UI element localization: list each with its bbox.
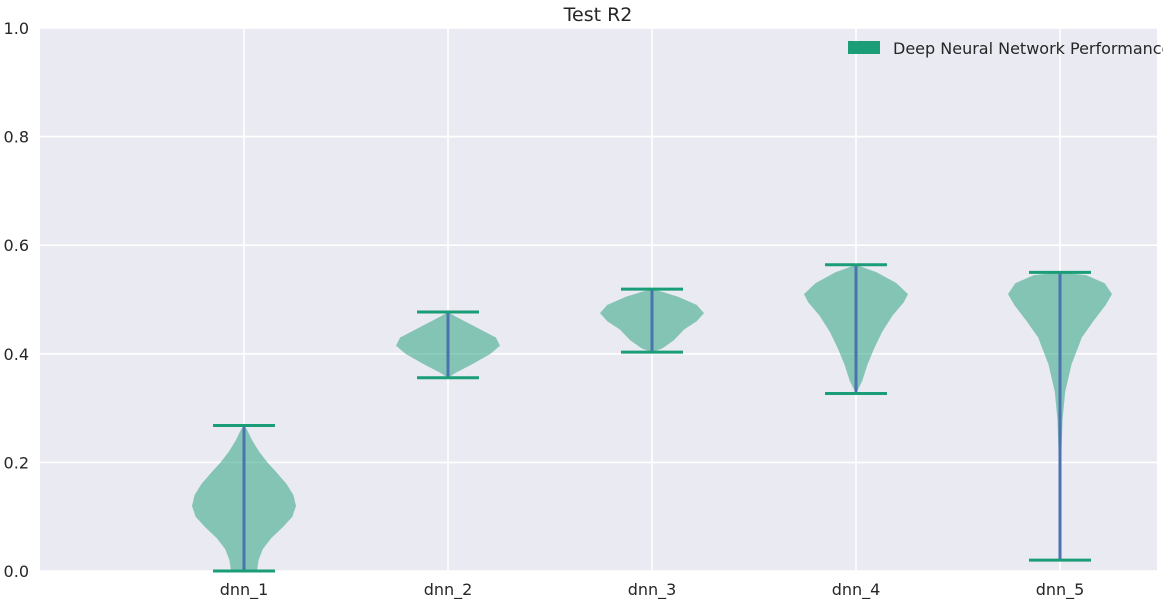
legend-swatch — [848, 41, 880, 54]
chart-title: Test R2 — [563, 4, 633, 26]
y-tick-label: 1.0 — [4, 19, 29, 38]
legend-label: Deep Neural Network Performance — [893, 39, 1163, 58]
x-tick-labels: dnn_1 dnn_2 dnn_3 dnn_4 dnn_5 — [220, 580, 1085, 600]
y-tick-labels: 0.0 0.2 0.4 0.6 0.8 1.0 — [4, 19, 29, 581]
x-tick-label: dnn_1 — [220, 580, 269, 600]
y-tick-label: 0.4 — [4, 345, 29, 364]
x-tick-label: dnn_2 — [424, 580, 473, 600]
y-tick-label: 0.8 — [4, 128, 29, 147]
x-tick-label: dnn_3 — [628, 580, 677, 600]
y-tick-label: 0.6 — [4, 236, 29, 255]
y-tick-label: 0.2 — [4, 453, 29, 472]
x-tick-label: dnn_4 — [832, 580, 881, 600]
violins — [192, 263, 1112, 573]
x-tick-label: dnn_5 — [1036, 580, 1085, 600]
y-tick-label: 0.0 — [4, 562, 29, 581]
legend: Deep Neural Network Performance — [848, 39, 1163, 58]
